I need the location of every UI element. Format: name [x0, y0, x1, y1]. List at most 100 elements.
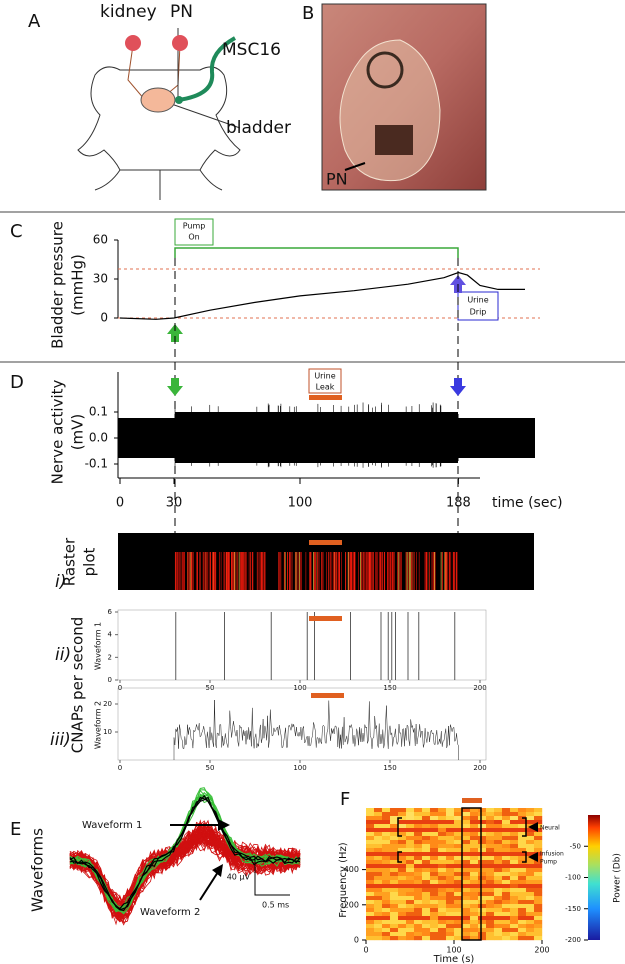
- photo-arrow: [344, 162, 366, 171]
- heatmap-cell: [486, 820, 495, 825]
- heatmap-cell: [366, 912, 375, 917]
- heatmap-cell: [470, 880, 479, 885]
- heatmap-cell: [414, 892, 423, 897]
- heatmap-cell: [478, 884, 487, 889]
- heatmap-cell: [494, 844, 503, 849]
- heatmap-cell: [398, 820, 407, 825]
- heatmap-cell: [366, 920, 375, 925]
- heatmap-cell: [406, 916, 415, 921]
- arrowhead: [528, 852, 538, 862]
- heatmap-cell: [486, 856, 495, 861]
- heatmap-cell: [470, 808, 479, 813]
- heatmap-cell: [518, 872, 527, 877]
- heatmap-cell: [414, 896, 423, 901]
- heatmap-cell: [406, 856, 415, 861]
- heatmap-cell: [502, 852, 511, 857]
- heatmap-cell: [414, 844, 423, 849]
- heatmap-cell: [414, 836, 423, 841]
- heatmap-cell: [470, 844, 479, 849]
- heatmap-cell: [446, 888, 455, 893]
- heatmap-cell: [502, 916, 511, 921]
- heatmap-cell: [382, 860, 391, 865]
- heatmap-cell: [494, 820, 503, 825]
- heatmap-cell: [446, 872, 455, 877]
- heatmap-cell: [470, 832, 479, 837]
- heatmap-cell: [470, 812, 479, 817]
- heatmap-cell: [414, 928, 423, 933]
- heatmap-cell: [518, 832, 527, 837]
- heatmap-cell: [526, 880, 535, 885]
- x-tick-label: 50: [206, 764, 215, 772]
- y-tick-label: 0.0: [89, 431, 108, 445]
- y-axis-label: Bladder pressure: [49, 221, 67, 349]
- heatmap-cell: [510, 932, 519, 937]
- heatmap-cell: [478, 808, 487, 813]
- heatmap-cell: [382, 872, 391, 877]
- heatmap-cell: [502, 876, 511, 881]
- heatmap-cell: [486, 904, 495, 909]
- heatmap-cell: [470, 916, 479, 921]
- heatmap-cell: [510, 880, 519, 885]
- label: On: [188, 233, 199, 242]
- heatmap-cell: [470, 936, 479, 941]
- heatmap-cell: [454, 820, 463, 825]
- heatmap-cell: [518, 844, 527, 849]
- heatmap-cell: [446, 824, 455, 829]
- heatmap-cell: [478, 924, 487, 929]
- heatmap-cell: [398, 852, 407, 857]
- heatmap-cell: [462, 892, 471, 897]
- heatmap-cell: [438, 836, 447, 841]
- heatmap-cell: [470, 816, 479, 821]
- heatmap-cell: [510, 852, 519, 857]
- heatmap-cell: [462, 824, 471, 829]
- heatmap-cell: [462, 864, 471, 869]
- heatmap-cell: [446, 880, 455, 885]
- heatmap-cell: [430, 876, 439, 881]
- y-tick-label: 6: [108, 608, 113, 616]
- heatmap-cell: [366, 828, 375, 833]
- heatmap-cell: [374, 836, 383, 841]
- label: Pump: [183, 222, 206, 231]
- heatmap-cell: [518, 936, 527, 941]
- heatmap-cell: [494, 916, 503, 921]
- heatmap-cell: [518, 892, 527, 897]
- heatmap-cell: [478, 828, 487, 833]
- heatmap-cell: [502, 900, 511, 905]
- heatmap-cell: [438, 912, 447, 917]
- heatmap-cell: [494, 832, 503, 837]
- heatmap-cell: [406, 904, 415, 909]
- heatmap-cell: [526, 856, 535, 861]
- heatmap-cell: [526, 904, 535, 909]
- heatmap-cell: [422, 820, 431, 825]
- heatmap-cell: [374, 808, 383, 813]
- heatmap-cell: [382, 844, 391, 849]
- y-axis-label: (mV): [69, 414, 87, 451]
- heatmap-cell: [478, 816, 487, 821]
- heatmap-cell: [454, 912, 463, 917]
- heatmap-cell: [470, 884, 479, 889]
- heatmap-cell: [430, 808, 439, 813]
- heatmap-cell: [414, 888, 423, 893]
- heatmap-cell: [366, 936, 375, 941]
- heatmap-cell: [486, 860, 495, 865]
- heatmap-cell: [366, 928, 375, 933]
- heatmap-cell: [494, 884, 503, 889]
- heatmap-cell: [414, 864, 423, 869]
- heatmap-cell: [478, 872, 487, 877]
- heatmap-cell: [534, 856, 543, 861]
- y-tick-label: 0: [100, 311, 108, 325]
- y-axis-label: Nerve activity: [49, 379, 67, 484]
- heatmap-cell: [382, 928, 391, 933]
- heatmap-cell: [510, 888, 519, 893]
- heatmap-cell: [486, 872, 495, 877]
- heatmap-cell: [398, 936, 407, 941]
- heatmap-cell: [438, 852, 447, 857]
- heatmap-cell: [534, 836, 543, 841]
- heatmap-cell: [510, 816, 519, 821]
- heatmap-cell: [438, 820, 447, 825]
- heatmap-cell: [526, 828, 535, 833]
- heatmap-cell: [526, 852, 535, 857]
- heatmap-cell: [454, 904, 463, 909]
- heatmap-cell: [414, 932, 423, 937]
- heatmap-cell: [534, 848, 543, 853]
